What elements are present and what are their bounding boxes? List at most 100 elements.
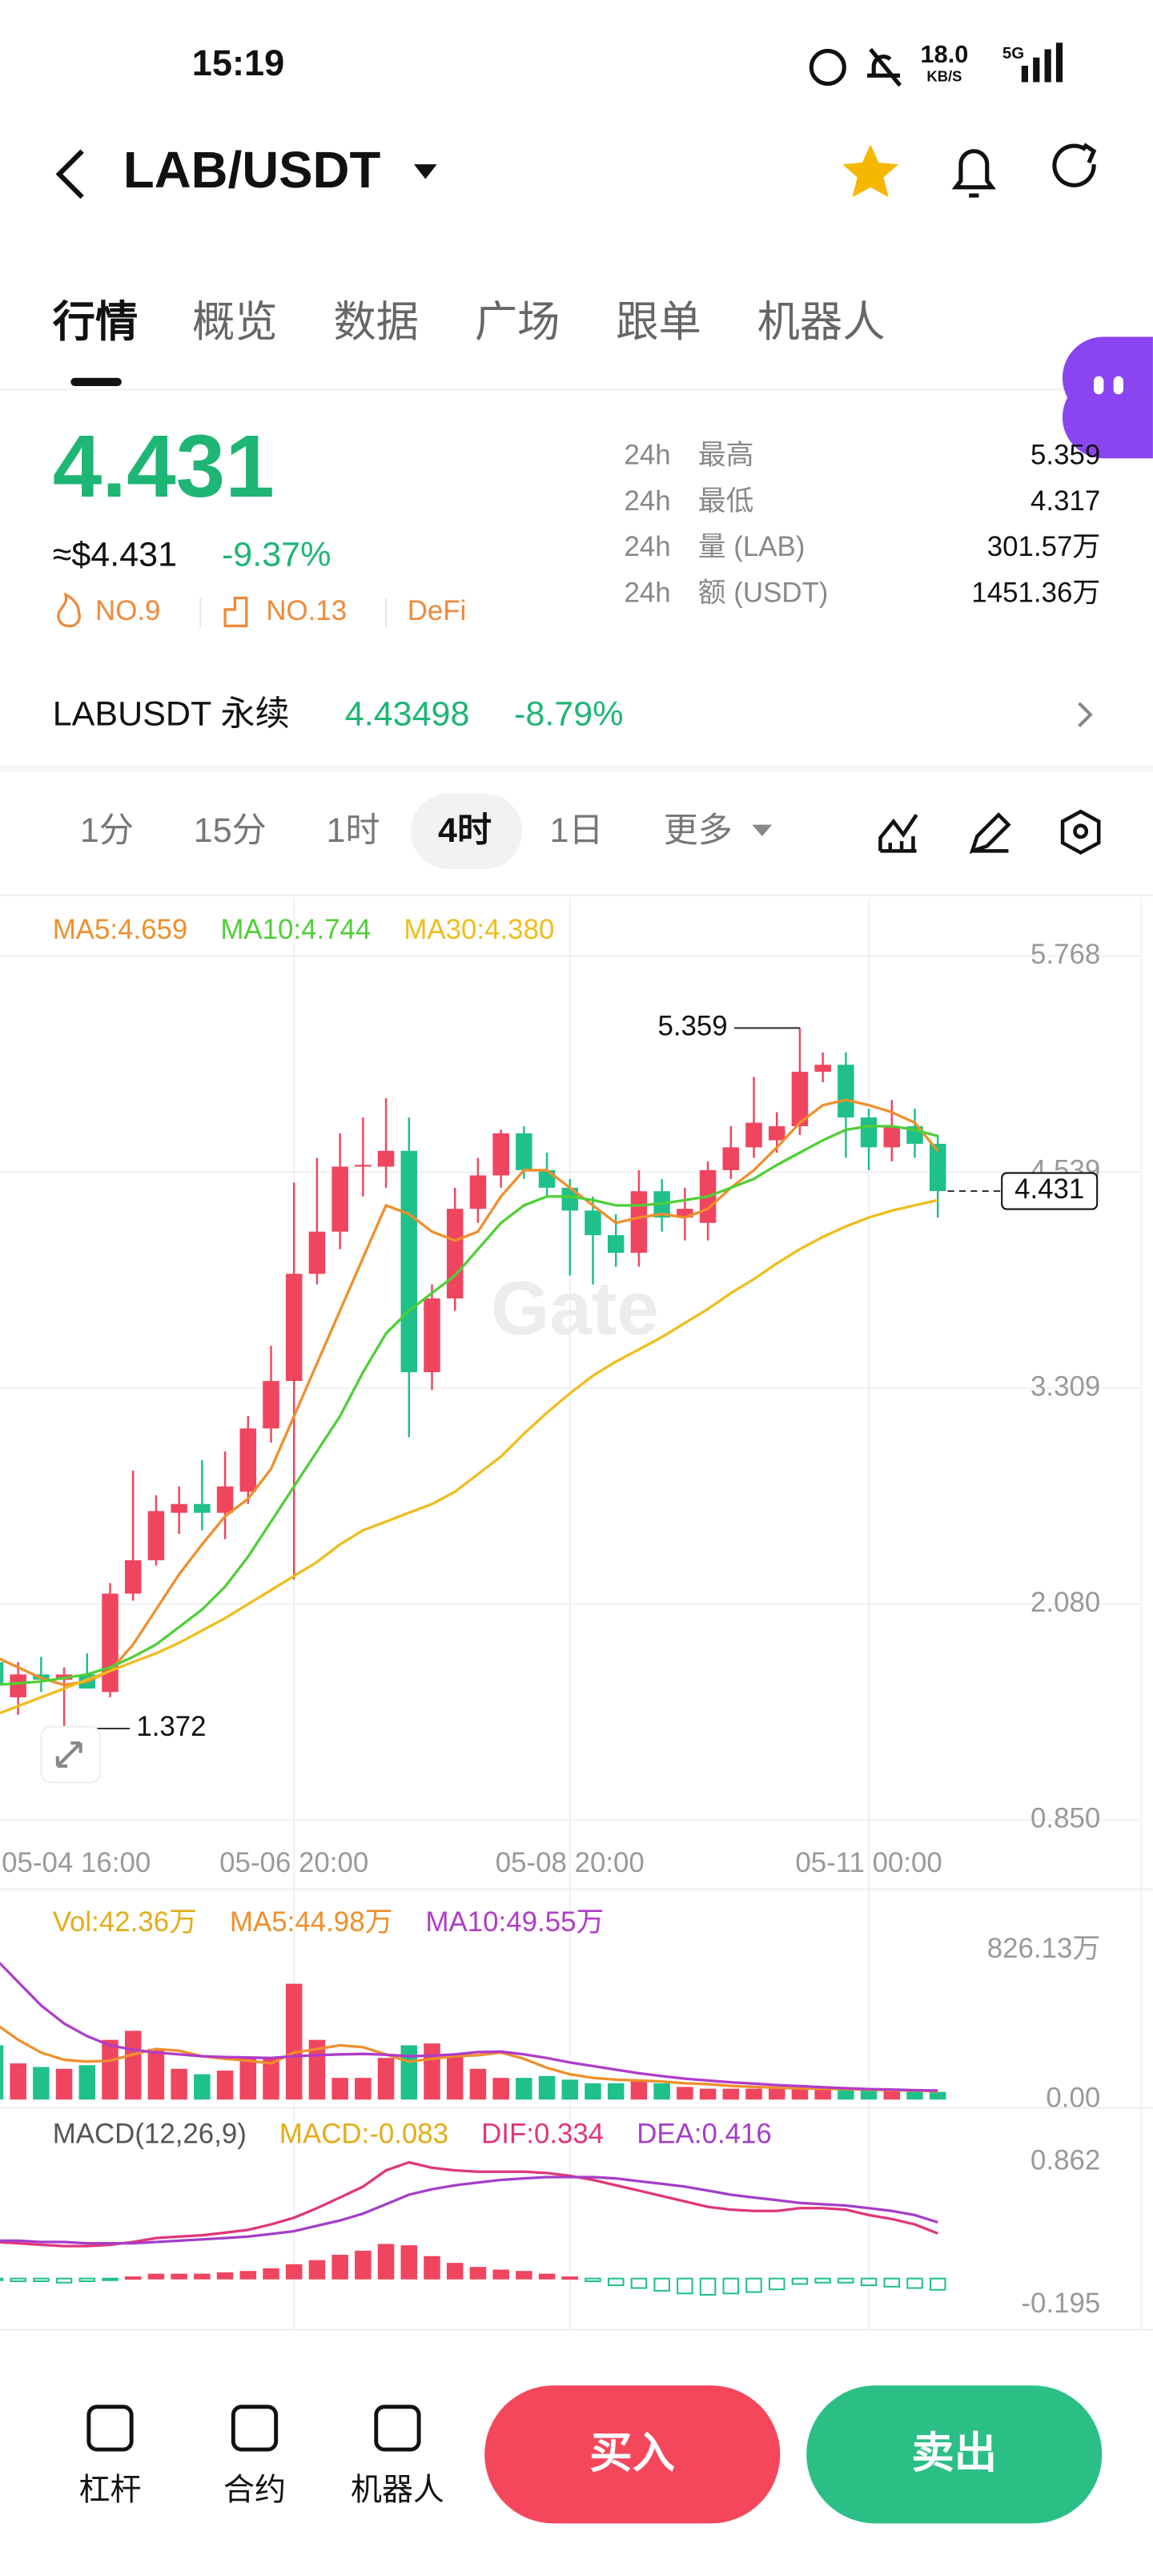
volume-bar [10, 2063, 26, 2100]
macd-bar [0, 2277, 4, 2281]
x-tick-label: 05-11 00:00 [795, 1847, 942, 1878]
volume-bar [585, 2083, 601, 2100]
volume-bar [424, 2043, 440, 2100]
footer-action-icon[interactable] [231, 2405, 279, 2452]
divider [0, 765, 1153, 772]
legend-entry: MA10:49.55万 [425, 1906, 604, 1938]
badge[interactable]: NO.9 [95, 595, 160, 626]
footer-actions: 杠杆 合约 机器人 [79, 2405, 444, 2508]
volume-bar [331, 2078, 348, 2100]
ma-line [0, 1098, 939, 1687]
volume-bar [194, 2074, 211, 2100]
volume-bar [630, 2079, 648, 2100]
tab[interactable]: 概览 [192, 299, 278, 346]
badge[interactable]: NO.13 [266, 595, 347, 626]
volume-bar [216, 2071, 234, 2100]
macd-bar [677, 2277, 693, 2295]
y-tick-label: 0.00 [1046, 2082, 1100, 2113]
macd-bar [814, 2277, 831, 2284]
buy-button[interactable] [484, 2385, 781, 2524]
status-time: 15:19 [192, 42, 284, 83]
volume-bar [538, 2075, 556, 2100]
favorite-star[interactable] [842, 144, 898, 198]
interval[interactable]: 1时 [327, 811, 380, 850]
rank-badges: NO.9 NO.13 DeFi [57, 592, 467, 628]
sell-button[interactable] [806, 2385, 1103, 2524]
footer-action-label[interactable]: 杠杆 [79, 2473, 142, 2508]
macd-bar [263, 2268, 279, 2280]
footer-action-icon[interactable] [86, 2405, 134, 2452]
legend-entry: MA5:4.659 [53, 914, 188, 945]
usd-price: ≈$4.431 [53, 536, 177, 574]
back-button[interactable] [55, 149, 84, 199]
macd-bar [469, 2267, 487, 2280]
footer-action-icon[interactable] [374, 2405, 421, 2452]
candle-body [745, 1122, 762, 1148]
macd-bar [102, 2277, 119, 2281]
macd-bar [791, 2277, 809, 2285]
macd-bar [768, 2277, 785, 2291]
pair-dropdown[interactable] [413, 164, 437, 179]
volume-bar [263, 2058, 279, 2100]
interval[interactable]: 1分 [80, 811, 134, 850]
badge[interactable]: DeFi [408, 595, 467, 626]
volume-bar [516, 2078, 532, 2100]
macd-bar [78, 2277, 96, 2283]
footer-action-label[interactable]: 合约 [223, 2473, 286, 2508]
plot-area [0, 1028, 946, 2296]
alert-bell[interactable] [951, 149, 997, 198]
macd-bar [147, 2273, 165, 2280]
macd-bar [10, 2277, 26, 2283]
indicator-tool[interactable] [878, 814, 918, 853]
macd-line [0, 2160, 938, 2248]
interval[interactable]: 4时 [438, 811, 492, 850]
buy-label[interactable]: 买入 [589, 2429, 675, 2477]
perpetual-row[interactable] [0, 657, 1153, 766]
interval[interactable]: 1日 [549, 811, 603, 850]
volume-bar [838, 2089, 854, 2100]
signal-icon [1021, 42, 1063, 83]
volume-bar [929, 2091, 946, 2100]
expand-button[interactable] [40, 1725, 102, 1784]
last-price-label: 4.431 [1014, 1173, 1084, 1205]
candle-body [124, 1560, 142, 1594]
tab[interactable]: 机器人 [757, 299, 886, 346]
pair-title[interactable]: LAB/USDT [123, 142, 381, 199]
candle-body [400, 1150, 418, 1373]
tab[interactable]: 数据 [333, 299, 419, 346]
interval[interactable]: 15分 [194, 811, 267, 850]
x-tick-label: 05-04 16:00 [2, 1847, 151, 1878]
candle-body [677, 1209, 693, 1218]
sell-label[interactable]: 卖出 [911, 2429, 997, 2477]
candle-body [285, 1274, 303, 1382]
tab[interactable]: 行情 [53, 299, 139, 346]
volume-bar [699, 2088, 717, 2100]
volume-bar [147, 2048, 165, 2100]
candle-body [630, 1191, 648, 1253]
volume-bar [355, 2078, 372, 2100]
tab[interactable]: 广场 [475, 299, 560, 346]
settings-tool[interactable] [1060, 809, 1101, 855]
interval[interactable]: 更多 [664, 811, 733, 850]
legend-entry: DEA:0.416 [637, 2119, 772, 2150]
macd-bar [906, 2277, 923, 2289]
alarm-icon [809, 49, 846, 87]
macd-bar [285, 2264, 303, 2280]
perp-name[interactable]: LABUSDT 永续 [53, 695, 290, 734]
more-dropdown[interactable] [752, 824, 773, 836]
macd-bar [516, 2271, 532, 2280]
share-icon[interactable] [1052, 143, 1097, 187]
stats-table: 24h 最高 5.359 24h 最低 4.317 24h 量 (LAB) 301.57万 24h… [624, 439, 1100, 608]
candle-body [446, 1209, 464, 1299]
legend-entry: MACD:-0.083 [279, 2119, 448, 2150]
candle-body [492, 1133, 509, 1176]
assistant-bubble[interactable] [1062, 336, 1153, 459]
macd-bar [492, 2269, 509, 2280]
footer-action-label[interactable]: 机器人 [351, 2473, 444, 2508]
volume-bar [768, 2087, 785, 2100]
interval-active-pill [410, 793, 523, 869]
tab-indicator [70, 377, 122, 386]
tab[interactable]: 跟单 [616, 299, 701, 346]
draw-tool[interactable] [969, 812, 1011, 854]
macd-bar [377, 2244, 395, 2280]
